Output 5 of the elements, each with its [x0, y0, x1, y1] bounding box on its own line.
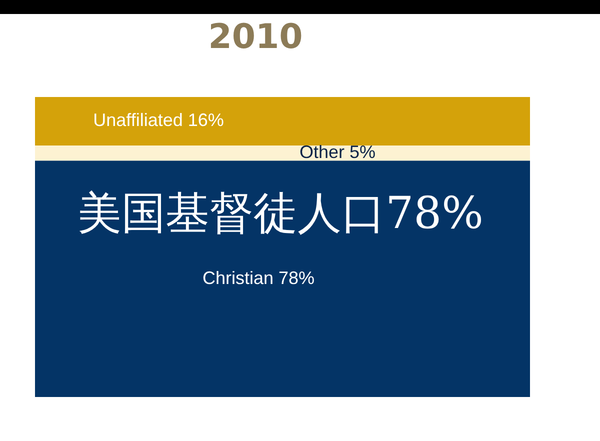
data-label: Unaffiliated 16%	[93, 110, 224, 130]
data-label: Christian 78%	[202, 268, 315, 288]
data-label: Other 5%	[299, 142, 376, 162]
chart-title: 2010	[208, 17, 303, 57]
annotation: 美国基督徒人口78%	[78, 188, 484, 239]
